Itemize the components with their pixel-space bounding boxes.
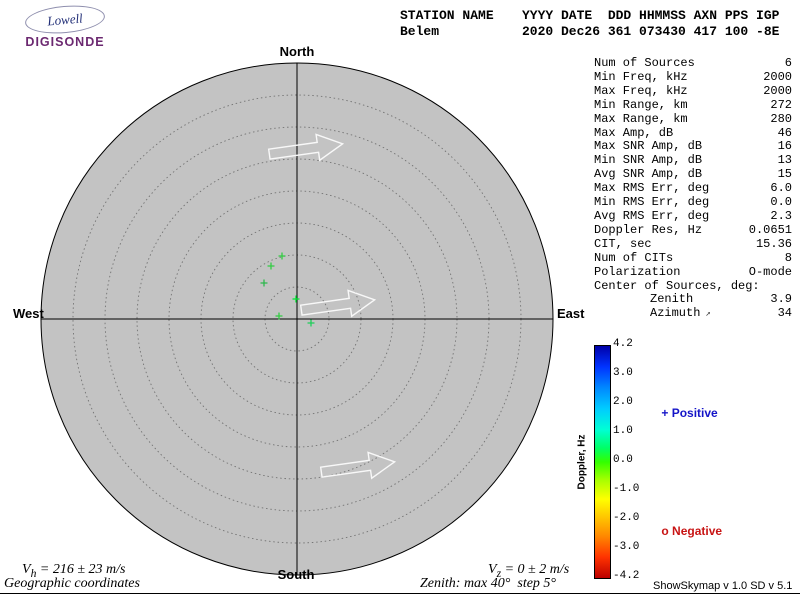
source-marker bbox=[292, 295, 300, 303]
source-marker bbox=[267, 262, 275, 270]
parameter-value: 2000 bbox=[763, 69, 792, 84]
parameter-value: 3.9 bbox=[770, 292, 792, 307]
parameter-value: 6 bbox=[784, 56, 792, 70]
parameter-row: Min Freq, kHz 2000 bbox=[594, 69, 792, 85]
parameter-row: Num of Sources 6 bbox=[594, 56, 792, 71]
parameter-value: 15 bbox=[777, 167, 792, 182]
source-markers bbox=[260, 252, 315, 327]
parameter-label: Azimuth ↗ bbox=[650, 306, 711, 321]
program-version-label: ShowSkymap v 1.0 SD v 5.1 bbox=[653, 580, 793, 592]
bottom-divider bbox=[0, 593, 800, 594]
parameter-value: 2000 bbox=[763, 83, 792, 98]
drift-arrow bbox=[319, 451, 397, 480]
colorbar-axis-title: Doppler, Hz bbox=[576, 434, 588, 490]
parameter-label: Min RMS Err, deg bbox=[594, 195, 710, 210]
zenith-scale-note: Zenith: max 40° step 5° bbox=[420, 576, 557, 591]
circle-marker-icon: o bbox=[661, 524, 669, 538]
parameter-value: 46 bbox=[777, 125, 792, 140]
drift-arrow bbox=[299, 289, 377, 318]
azimuth-direction-icon: ↗ bbox=[705, 309, 711, 320]
parameter-value: O-mode bbox=[748, 264, 792, 279]
negative-legend-label: Negative bbox=[672, 524, 723, 538]
parameter-label: CIT, sec bbox=[594, 236, 652, 251]
drift-arrow bbox=[267, 133, 345, 162]
parameter-row: Max Range, km 280 bbox=[594, 111, 792, 127]
parameter-value: 8 bbox=[784, 250, 792, 265]
negative-doppler-legend: o Negative bbox=[648, 510, 722, 552]
parameter-label: Max Freq, kHz bbox=[594, 83, 688, 98]
plus-marker-icon: + bbox=[661, 406, 669, 420]
parameter-value: 280 bbox=[770, 111, 792, 126]
compass-south: South bbox=[277, 567, 315, 582]
coordinate-system-label: Geographic coordinates bbox=[4, 576, 140, 591]
drift-arrows bbox=[267, 133, 397, 480]
parameter-value: 0.0 bbox=[770, 195, 792, 210]
parameter-value: 2.3 bbox=[770, 208, 792, 223]
parameter-label: Num of Sources bbox=[594, 56, 695, 70]
positive-legend-label: Positive bbox=[671, 406, 718, 420]
positive-doppler-legend: + Positive bbox=[648, 392, 718, 434]
parameter-value: 34 bbox=[777, 306, 792, 321]
parameter-row: Max SNR Amp, dB 16 bbox=[594, 140, 792, 154]
parameter-row: Doppler Res, Hz 0.0651 bbox=[594, 222, 792, 238]
parameter-label: Avg SNR Amp, dB bbox=[594, 167, 703, 182]
station-name-header: STATION NAME bbox=[400, 8, 494, 23]
parameter-value: 6.0 bbox=[770, 181, 792, 196]
doppler-colorbar bbox=[594, 345, 611, 579]
parameter-label: Min Range, km bbox=[594, 97, 688, 112]
parameter-row: Max Freq, kHz 2000 bbox=[594, 83, 792, 99]
parameter-row: Min RMS Err, deg 0.0 bbox=[594, 195, 792, 210]
source-marker bbox=[278, 252, 286, 260]
parameter-label: Max RMS Err, deg bbox=[594, 181, 710, 196]
compass-north: North bbox=[279, 44, 315, 59]
datetime-value: 2020 Dec26 361 073430 417 100 -8E bbox=[522, 24, 780, 39]
compass-east: East bbox=[557, 306, 585, 321]
lowell-logo-oval: Lowell bbox=[23, 2, 107, 37]
parameter-label: Num of CITs bbox=[594, 250, 674, 265]
parameter-value: 272 bbox=[770, 97, 792, 112]
parameter-label: Min Freq, kHz bbox=[594, 69, 688, 84]
parameter-label: Max SNR Amp, dB bbox=[594, 139, 703, 154]
parameter-label: Min SNR Amp, dB bbox=[594, 153, 703, 168]
parameter-value: 15.36 bbox=[755, 236, 792, 251]
horizontal-velocity-readout: Vh = 216 ± 23 m/s bbox=[22, 562, 126, 580]
parameter-row: Avg RMS Err, deg 2.3 bbox=[594, 208, 792, 224]
parameter-label: Max Amp, dB bbox=[594, 125, 674, 140]
parameter-row: Max RMS Err, deg 6.0 bbox=[594, 181, 792, 196]
parameter-panel: Num of Sources 6 Min Freq, kHz 2000 Max Freq… bbox=[594, 56, 792, 322]
parameter-row: Avg SNR Amp, dB 15 bbox=[594, 167, 792, 182]
parameter-value: 16 bbox=[777, 139, 792, 154]
parameter-row: Polarization O-mode bbox=[594, 264, 792, 280]
station-name-value: Belem bbox=[400, 24, 440, 39]
lowell-digisonde-logo: Lowell DIGISONDE bbox=[10, 2, 120, 49]
parameter-label: Zenith bbox=[650, 292, 694, 307]
lowell-wordmark: Lowell bbox=[46, 9, 84, 29]
digisonde-wordmark: DIGISONDE bbox=[25, 35, 105, 49]
source-marker bbox=[307, 319, 315, 327]
parameter-label: Max Range, km bbox=[594, 111, 688, 126]
parameter-row: Center of Sources, deg: bbox=[594, 278, 792, 294]
compass-west: West bbox=[13, 306, 44, 321]
parameter-label: Polarization bbox=[594, 264, 681, 279]
vertical-velocity-readout: Vz = 0 ± 2 m/s bbox=[488, 562, 570, 580]
parameter-row: Min Range, km 272 bbox=[594, 97, 792, 113]
parameter-row: Zenith 3.9 bbox=[594, 293, 792, 307]
parameter-row: CIT, sec 15.36 bbox=[594, 236, 792, 252]
parameter-row: Min SNR Amp, dB 13 bbox=[594, 153, 792, 168]
parameter-value: 13 bbox=[777, 153, 792, 168]
source-marker bbox=[260, 279, 268, 287]
parameter-row: Num of CITs 8 bbox=[594, 250, 792, 266]
parameter-value: 0.0651 bbox=[748, 222, 792, 237]
parameter-row: Azimuth ↗ 34 bbox=[594, 306, 792, 322]
parameter-label: Center of Sources, deg: bbox=[594, 278, 760, 293]
parameter-label: Avg RMS Err, deg bbox=[594, 208, 710, 223]
source-marker bbox=[275, 312, 283, 320]
parameter-row: Max Amp, dB 46 bbox=[594, 125, 792, 141]
parameter-label: Doppler Res, Hz bbox=[594, 222, 703, 237]
datetime-header: YYYY DATE DDD HHMMSS AXN PPS IGP bbox=[522, 8, 780, 23]
